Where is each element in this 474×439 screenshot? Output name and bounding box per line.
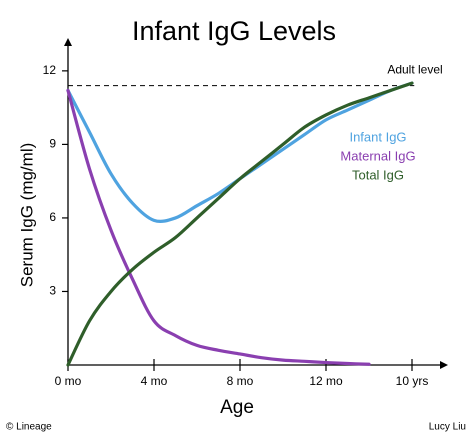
series-line	[66, 88, 371, 366]
legend-label: Total IgG	[352, 167, 404, 182]
footer-right: Lucy Liu	[429, 422, 466, 433]
x-tick-label: 8 mo	[227, 374, 254, 388]
y-tick-label: 9	[49, 137, 56, 151]
y-axis-arrow	[64, 38, 72, 46]
x-axis-label: Age	[220, 397, 254, 418]
y-tick-label: 3	[49, 284, 56, 298]
legend-label: Infant IgG	[349, 129, 406, 144]
x-tick-label: 4 mo	[141, 374, 168, 388]
legend-label: Maternal IgG	[340, 148, 415, 163]
footer-left: © Lineage	[6, 422, 52, 433]
series-line	[66, 81, 414, 367]
chart-title: Infant IgG Levels	[132, 16, 336, 46]
x-tick-label: 0 mo	[55, 374, 82, 388]
y-tick-label: 6	[49, 210, 56, 224]
x-axis-arrow	[440, 361, 448, 369]
y-axis-label: Serum IgG (mg/ml)	[17, 143, 36, 288]
x-tick-label: 12 mo	[309, 374, 343, 388]
y-tick-label: 12	[43, 63, 57, 77]
reference-label: Adult level	[387, 63, 442, 77]
x-tick-label: 10 yrs	[396, 374, 429, 388]
